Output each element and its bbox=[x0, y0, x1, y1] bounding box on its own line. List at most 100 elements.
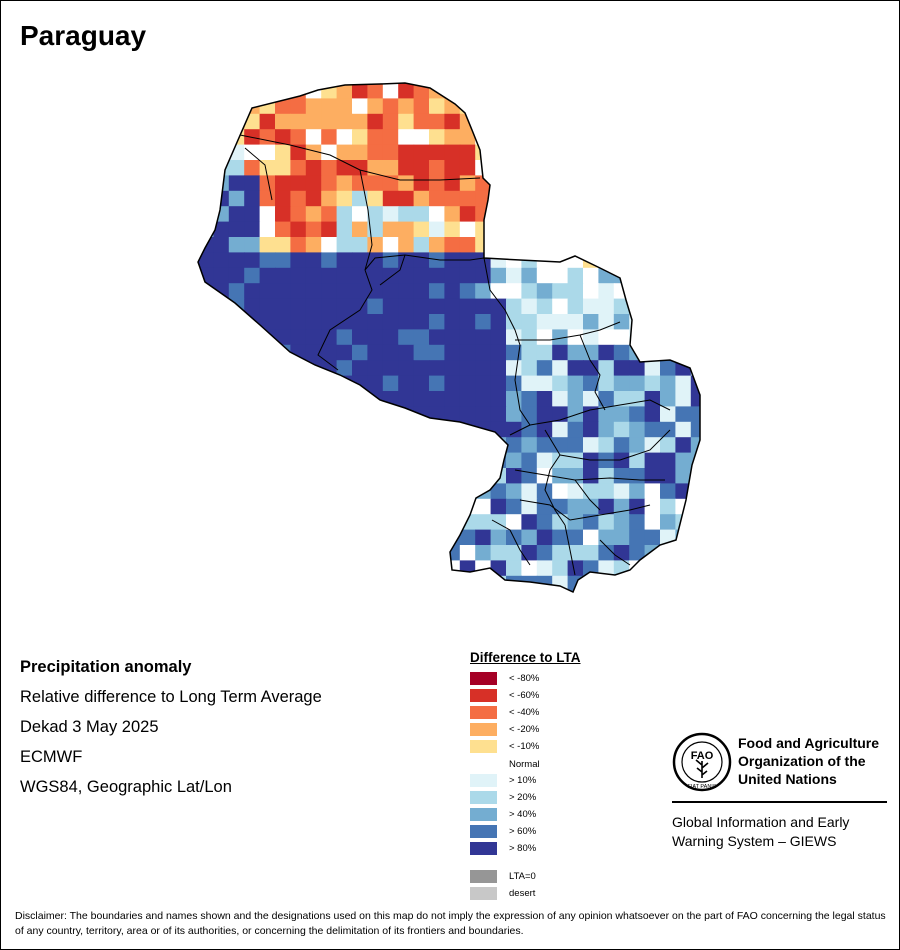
grid-cell bbox=[382, 375, 399, 392]
grid-cell bbox=[660, 160, 676, 176]
grid-cell bbox=[429, 529, 445, 546]
grid-cell bbox=[552, 560, 569, 577]
grid-cell bbox=[336, 452, 353, 469]
legend-label: > 40% bbox=[509, 809, 537, 820]
department-border bbox=[559, 429, 671, 461]
grid-cell bbox=[598, 406, 615, 423]
grid-cell bbox=[429, 375, 445, 392]
grid-cell bbox=[521, 514, 538, 531]
grid-cell bbox=[259, 437, 276, 454]
grid-cell bbox=[521, 190, 538, 207]
grid-cell bbox=[244, 206, 261, 223]
grid-cell bbox=[521, 560, 538, 577]
grid-cell bbox=[690, 298, 700, 315]
grid-cell bbox=[382, 468, 399, 484]
grid-cell bbox=[552, 329, 569, 346]
grid-cell bbox=[321, 314, 338, 330]
grid-cell bbox=[352, 437, 368, 454]
grid-cell bbox=[552, 98, 569, 115]
grid-cell bbox=[690, 344, 700, 361]
grid-cell bbox=[583, 344, 599, 361]
grid-cell bbox=[583, 283, 599, 300]
grid-cell bbox=[290, 421, 307, 438]
grid-cell bbox=[675, 283, 692, 300]
grid-cell bbox=[198, 375, 214, 392]
grid-cell bbox=[675, 560, 692, 577]
grid-cell bbox=[644, 483, 661, 500]
grid-cell bbox=[536, 391, 553, 407]
grid-cell bbox=[660, 498, 676, 515]
grid-cell bbox=[536, 160, 553, 176]
grid-cell bbox=[536, 175, 553, 192]
grid-cell bbox=[198, 514, 214, 531]
grid-cell bbox=[382, 483, 399, 500]
grid-cell bbox=[613, 483, 630, 500]
grid-cell bbox=[429, 175, 445, 192]
grid-cell bbox=[321, 83, 338, 99]
grid-cell bbox=[475, 575, 492, 592]
grid-cell bbox=[259, 190, 276, 207]
grid-cell bbox=[336, 437, 353, 454]
grid-cell bbox=[198, 560, 214, 577]
grid-cell bbox=[490, 360, 507, 377]
grid-cell bbox=[321, 252, 338, 269]
grid-cell bbox=[275, 575, 291, 592]
grid-cell bbox=[567, 144, 584, 161]
grid-cell bbox=[382, 252, 399, 269]
grid-cell bbox=[613, 329, 630, 346]
grid-cell bbox=[459, 175, 476, 192]
grid-cell bbox=[305, 498, 322, 515]
grid-cell bbox=[690, 206, 700, 223]
grid-cell bbox=[398, 298, 415, 315]
grid-cell bbox=[382, 160, 399, 176]
grid-cell bbox=[198, 175, 214, 192]
grid-cell bbox=[336, 514, 353, 531]
grid-cell bbox=[536, 483, 553, 500]
department-border bbox=[491, 519, 531, 566]
grid-cell bbox=[228, 483, 245, 500]
grid-cell bbox=[398, 129, 415, 146]
grid-cell bbox=[690, 190, 700, 207]
grid-cell bbox=[598, 498, 615, 515]
grid-cell bbox=[598, 144, 615, 161]
grid-cell bbox=[259, 360, 276, 377]
grid-cell bbox=[567, 560, 584, 577]
grid-cell bbox=[475, 98, 492, 115]
grid-cell bbox=[552, 129, 569, 146]
grid-cell bbox=[290, 190, 307, 207]
grid-cell bbox=[598, 190, 615, 207]
grid-cell bbox=[244, 144, 261, 161]
grid-cell bbox=[598, 545, 615, 561]
grid-cell bbox=[398, 237, 415, 253]
grid-cell bbox=[382, 360, 399, 377]
grid-cell bbox=[660, 437, 676, 454]
grid-cell bbox=[675, 406, 692, 423]
grid-cell bbox=[506, 406, 522, 423]
grid-cell bbox=[336, 221, 353, 238]
grid-cell bbox=[275, 391, 291, 407]
grid-cell bbox=[336, 175, 353, 192]
grid-cell bbox=[413, 421, 430, 438]
grid-cell bbox=[613, 375, 630, 392]
grid-cell bbox=[583, 206, 599, 223]
grid-cell bbox=[213, 98, 230, 115]
grid-cell bbox=[521, 483, 538, 500]
grid-cell bbox=[213, 206, 230, 223]
grid-cell bbox=[475, 514, 492, 531]
grid-cell bbox=[275, 267, 291, 284]
grid-cell bbox=[506, 144, 522, 161]
grid-cell bbox=[583, 160, 599, 176]
grid-cell bbox=[198, 206, 214, 223]
grid-cell bbox=[398, 468, 415, 484]
grid-cell bbox=[536, 591, 553, 592]
grid-cell bbox=[213, 545, 230, 561]
grid-cell bbox=[259, 514, 276, 531]
grid-cell bbox=[321, 452, 338, 469]
grid-cell bbox=[321, 529, 338, 546]
legend-label: < -60% bbox=[509, 690, 540, 701]
grid-cell bbox=[459, 160, 476, 176]
grid-cell bbox=[290, 375, 307, 392]
grid-cell bbox=[290, 175, 307, 192]
grid-cell bbox=[336, 283, 353, 300]
grid-cell bbox=[660, 83, 676, 99]
